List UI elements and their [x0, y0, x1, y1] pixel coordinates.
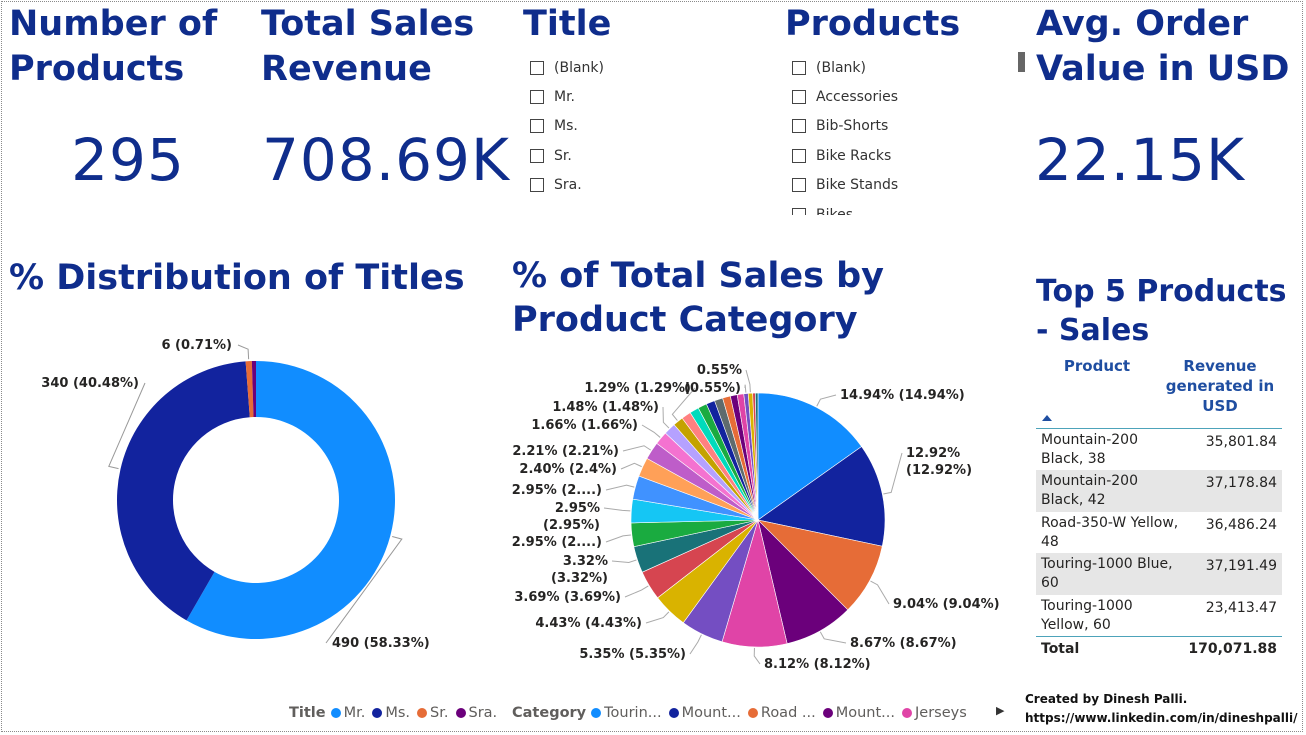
products-slicer-item[interactable]: Bib-Shorts	[792, 112, 1002, 141]
legend-marker	[822, 708, 833, 718]
checkbox[interactable]	[530, 90, 544, 105]
revenue-cell: 36,486.24	[1205, 516, 1277, 533]
legend-item[interactable]: Tourin...	[591, 705, 662, 721]
title-slicer-header: Title	[523, 4, 612, 44]
checkbox[interactable]	[792, 90, 806, 105]
column-header-revenue[interactable]: Revenue generated in USD	[1165, 357, 1275, 415]
table-title: Top 5 Products - Sales	[1036, 274, 1287, 348]
title-slicer-item[interactable]: (Blank)	[530, 53, 730, 82]
table-row[interactable]: Touring-1000 Blue, 60 37,191.49	[1036, 553, 1282, 595]
legend-item[interactable]: Ms.	[372, 705, 410, 721]
total-value: 170,071.88	[1188, 640, 1277, 657]
products-slicer-item[interactable]: Bikes	[792, 200, 1002, 215]
title-slicer-item[interactable]: Mr.	[530, 82, 730, 111]
checkbox[interactable]	[530, 178, 544, 193]
legend-title: Category	[512, 705, 587, 721]
table-row[interactable]: Mountain-200 Black, 42 37,178.84	[1036, 470, 1282, 512]
table-body: Mountain-200 Black, 38 35,801.84 Mountain-…	[1036, 429, 1282, 636]
revenue-cell: 37,191.49	[1205, 558, 1277, 575]
total-label: Total	[1041, 640, 1080, 657]
checkbox[interactable]	[792, 60, 806, 75]
product-cell: Touring-1000 Blue, 60	[1041, 556, 1173, 592]
revenue-cell: 35,801.84	[1205, 434, 1277, 450]
legend-title: Title	[289, 705, 326, 721]
products-slicer-header: Products	[785, 4, 961, 44]
checkbox[interactable]	[792, 119, 806, 134]
legend-label: Sra.	[468, 705, 498, 721]
category-chart-title: % of Total Sales by Product Category	[512, 256, 884, 340]
product-cell: Road-350-W Yellow, 48	[1041, 514, 1179, 550]
checkbox[interactable]	[792, 178, 806, 193]
title-slicer-item[interactable]: Ms.	[530, 112, 730, 141]
num-products-value: 295	[71, 126, 185, 194]
total-sales-title: Total Sales Revenue	[261, 4, 475, 89]
legend-marker	[372, 708, 383, 718]
legend-marker	[455, 708, 466, 718]
legend-label: Road ...	[760, 705, 816, 721]
legend-marker	[330, 708, 341, 718]
legend-item[interactable]: Mount...	[668, 705, 741, 721]
category-legend: Category Tourin... Mount... Road ... Mount.…	[512, 702, 974, 724]
legend-label: Mr.	[343, 705, 366, 721]
legend-item[interactable]: Mr.	[330, 705, 366, 721]
legend-label: Ms.	[385, 705, 411, 721]
checkbox[interactable]	[530, 148, 544, 163]
legend-marker	[902, 708, 912, 718]
checkbox[interactable]	[792, 207, 806, 215]
title-slicer-item[interactable]: Sra.	[530, 171, 730, 200]
legend-label: Tourin...	[604, 705, 662, 721]
checkbox[interactable]	[792, 148, 806, 163]
legend-item[interactable]: Jerseys	[902, 705, 967, 721]
top-products-table: Product Revenue generated in USD Mountai…	[1036, 352, 1282, 661]
revenue-cell: 23,413.47	[1205, 599, 1277, 616]
products-slicer-item[interactable]: Bike Stands	[792, 171, 1002, 200]
product-cell: Mountain-200 Black, 42	[1041, 473, 1138, 509]
legend-label: Sr.	[430, 705, 449, 721]
title-slicer-item[interactable]: Sr.	[530, 141, 730, 170]
product-cell: Mountain-200 Black, 38	[1041, 432, 1138, 467]
title-legend: Title Mr. Ms. Sr. Sra.	[289, 702, 504, 724]
slicer-scrollbar[interactable]	[1018, 52, 1025, 72]
legend-label: Mount...	[681, 705, 741, 721]
legend-item[interactable]: Road ...	[747, 705, 816, 721]
column-header-product[interactable]: Product	[1063, 357, 1131, 375]
table-header: Product Revenue generated in USD	[1036, 352, 1282, 428]
avg-order-value: 22.15K	[1034, 126, 1246, 194]
legend-marker	[668, 708, 679, 718]
sort-ascending-icon	[1042, 415, 1052, 421]
legend-marker	[747, 708, 758, 718]
legend-item[interactable]: Sr.	[417, 705, 449, 721]
products-slicer-item[interactable]: (Blank)	[792, 53, 1002, 82]
legend-item[interactable]: Sra.	[455, 705, 498, 721]
header-rule	[1036, 428, 1282, 429]
products-slicer-item[interactable]: Bike Racks	[792, 141, 1002, 170]
legend-next-arrow[interactable]: ▶	[996, 704, 1005, 717]
credit-text: Created by Dinesh Palli. https://www.lin…	[1025, 690, 1298, 728]
legend-marker	[417, 708, 428, 718]
legend-label: Mount...	[835, 705, 895, 721]
table-row[interactable]: Mountain-200 Black, 38 35,801.84	[1036, 429, 1282, 470]
products-slicer-item[interactable]: Accessories	[792, 82, 1002, 111]
checkbox[interactable]	[530, 119, 544, 134]
table-row[interactable]: Road-350-W Yellow, 48 36,486.24	[1036, 512, 1282, 553]
credit-link[interactable]: https://www.linkedin.com/in/dineshpalli/	[1025, 711, 1298, 725]
legend-item[interactable]: Mount...	[822, 705, 895, 721]
revenue-cell: 37,178.84	[1205, 475, 1277, 492]
title-slicer-list: (Blank) Mr. Ms. Sr. Sra.	[530, 53, 730, 203]
table-total-row: Total 170,071.88	[1036, 635, 1282, 661]
avg-order-title: Avg. Order Value in USD	[1036, 4, 1290, 89]
legend-marker	[591, 708, 602, 718]
product-cell: Touring-1000 Yellow, 60	[1041, 597, 1133, 633]
products-slicer-list[interactable]: (Blank) Accessories Bib-Shorts Bike Rack…	[792, 53, 1002, 215]
total-sales-value: 708.69K	[262, 126, 510, 194]
credit-author: Created by Dinesh Palli.	[1025, 692, 1188, 706]
legend-label: Jerseys	[915, 705, 967, 721]
table-row[interactable]: Touring-1000 Yellow, 60 23,413.47	[1036, 595, 1282, 636]
checkbox[interactable]	[530, 60, 544, 75]
titles-chart-title: % Distribution of Titles	[9, 258, 465, 298]
num-products-title: Number of Products	[9, 4, 218, 89]
